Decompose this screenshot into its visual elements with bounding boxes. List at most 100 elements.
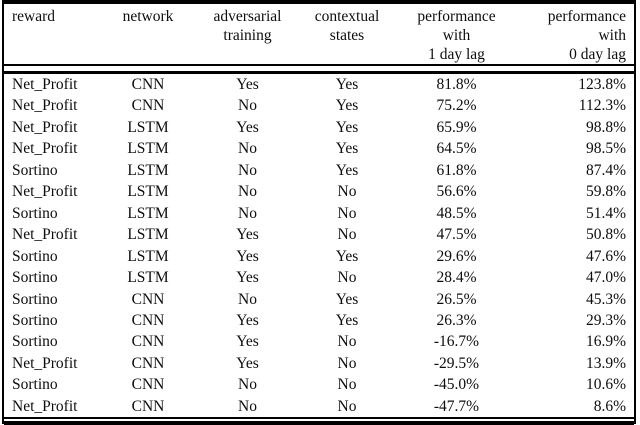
cell-performance_1_day_lag: 56.6% [436, 183, 477, 201]
table-row: Sortino LSTM No Yes 61.8% 87.4% [4, 160, 634, 181]
column-header-performance_1_day_lag: performance with 1 day lag [399, 7, 514, 64]
cell-reward: Sortino [12, 311, 58, 329]
bottom-rule-thick [4, 421, 634, 425]
cell-reward: Net_Profit [12, 183, 78, 201]
table-row: Sortino LSTM Yes Yes 29.6% 47.6% [4, 246, 634, 267]
cell-performance_0_day_lag: 98.5% [585, 140, 626, 158]
table-row: Sortino CNN Yes No -16.7% 16.9% [4, 331, 634, 352]
cell-adversarial_training: No [238, 204, 257, 222]
cell-contextual_states: Yes [335, 311, 359, 329]
column-header-adversarial_training: adversarial training [200, 7, 295, 64]
cell-performance_1_day_lag: 47.5% [436, 226, 477, 244]
cell-reward: Net_Profit [12, 354, 78, 372]
column-header-line: performance [547, 8, 626, 25]
cell-performance_0_day_lag: 51.4% [585, 204, 626, 222]
cell-performance_0_day_lag: 8.6% [593, 397, 626, 415]
cell-performance_1_day_lag: 75.2% [436, 97, 477, 115]
table-header-row: reward network adversarial training contextu… [4, 7, 634, 64]
cell-reward: Sortino [12, 376, 58, 394]
column-header-line: performance [417, 8, 496, 25]
cell-contextual_states: Yes [335, 140, 359, 158]
cell-performance_1_day_lag: 81.8% [436, 76, 477, 93]
cell-adversarial_training: Yes [236, 226, 259, 244]
column-header-line: reward [12, 8, 56, 25]
table-row: Net_Profit CNN No No -47.7% 8.6% [4, 396, 634, 417]
cell-performance_0_day_lag: 59.8% [585, 183, 626, 201]
cell-contextual_states: No [337, 226, 357, 244]
cell-performance_1_day_lag: 65.9% [436, 118, 477, 136]
cell-contextual_states: Yes [335, 247, 359, 265]
cell-network: CNN [131, 311, 165, 329]
cell-network: CNN [131, 354, 165, 372]
cell-performance_0_day_lag: 29.3% [585, 311, 626, 329]
cell-contextual_states: No [337, 397, 357, 415]
cell-performance_1_day_lag: 26.3% [436, 311, 477, 329]
cell-adversarial_training: Yes [236, 118, 259, 136]
cell-reward: Net_Profit [12, 118, 78, 136]
table-row: Sortino LSTM No No 48.5% 51.4% [4, 203, 634, 224]
cell-adversarial_training: Yes [236, 247, 259, 265]
cell-contextual_states: No [337, 354, 357, 372]
cell-performance_1_day_lag: -29.5% [433, 354, 480, 372]
column-header-line: network [122, 8, 174, 25]
results-table-header: reward network adversarial training contextu… [4, 7, 634, 64]
column-header-line: adversarial [213, 8, 282, 25]
cell-contextual_states: No [337, 376, 357, 394]
column-header-line: training [223, 27, 272, 44]
cell-adversarial_training: No [238, 376, 257, 394]
cell-performance_1_day_lag: 61.8% [436, 161, 477, 179]
column-header-line: contextual [314, 8, 380, 25]
cell-reward: Sortino [12, 290, 58, 308]
header-rule-thick [4, 71, 634, 74]
cell-network: LSTM [127, 183, 169, 201]
column-header-line: 1 day lag [428, 46, 485, 63]
cell-reward: Sortino [12, 269, 58, 287]
cell-performance_0_day_lag: 47.0% [585, 269, 626, 287]
column-header-line: with [598, 27, 626, 44]
table-row: Net_Profit CNN Yes No -29.5% 13.9% [4, 353, 634, 374]
cell-adversarial_training: Yes [236, 269, 259, 287]
cell-contextual_states: No [337, 333, 357, 351]
column-header-line: states [329, 27, 365, 44]
cell-network: LSTM [127, 118, 169, 136]
cell-performance_0_day_lag: 47.6% [585, 247, 626, 265]
cell-performance_0_day_lag: 16.9% [585, 333, 626, 351]
cell-contextual_states: Yes [335, 97, 359, 115]
cell-adversarial_training: No [238, 161, 257, 179]
cell-performance_0_day_lag: 98.8% [585, 118, 626, 136]
cell-network: LSTM [127, 140, 169, 158]
column-header-line: 0 day lag [569, 46, 626, 63]
cell-performance_0_day_lag: 50.8% [585, 226, 626, 244]
cell-adversarial_training: Yes [236, 333, 259, 351]
cell-reward: Sortino [12, 161, 58, 179]
cell-performance_0_day_lag: 87.4% [585, 161, 626, 179]
cell-performance_1_day_lag: -16.7% [433, 333, 480, 351]
column-header-contextual_states: contextual states [295, 7, 399, 64]
cell-performance_0_day_lag: 123.8% [578, 76, 626, 93]
cell-network: CNN [131, 76, 165, 93]
table-row: Net_Profit CNN No Yes 75.2% 112.3% [4, 95, 634, 116]
cell-reward: Net_Profit [12, 226, 78, 244]
cell-contextual_states: No [337, 183, 357, 201]
table-body: Net_Profit CNN Yes Yes 81.8% 123.8% Net_Profit… [4, 74, 634, 417]
cell-performance_1_day_lag: -45.0% [433, 376, 480, 394]
table-row: Sortino CNN No Yes 26.5% 45.3% [4, 289, 634, 310]
cell-contextual_states: Yes [335, 118, 359, 136]
cell-performance_1_day_lag: 28.4% [436, 269, 477, 287]
cell-adversarial_training: No [238, 97, 257, 115]
cell-reward: Net_Profit [12, 140, 78, 158]
table-row: Sortino LSTM Yes No 28.4% 47.0% [4, 267, 634, 288]
cell-adversarial_training: No [238, 290, 257, 308]
cell-adversarial_training: Yes [236, 311, 259, 329]
cell-network: LSTM [127, 269, 169, 287]
cell-network: CNN [131, 290, 165, 308]
cell-contextual_states: Yes [335, 290, 359, 308]
header-rule-thin [4, 64, 634, 66]
cell-reward: Sortino [12, 333, 58, 351]
cell-performance_0_day_lag: 45.3% [585, 290, 626, 308]
cell-network: CNN [131, 333, 165, 351]
cell-network: LSTM [127, 204, 169, 222]
cell-reward: Net_Profit [12, 97, 78, 115]
cell-network: LSTM [127, 161, 169, 179]
